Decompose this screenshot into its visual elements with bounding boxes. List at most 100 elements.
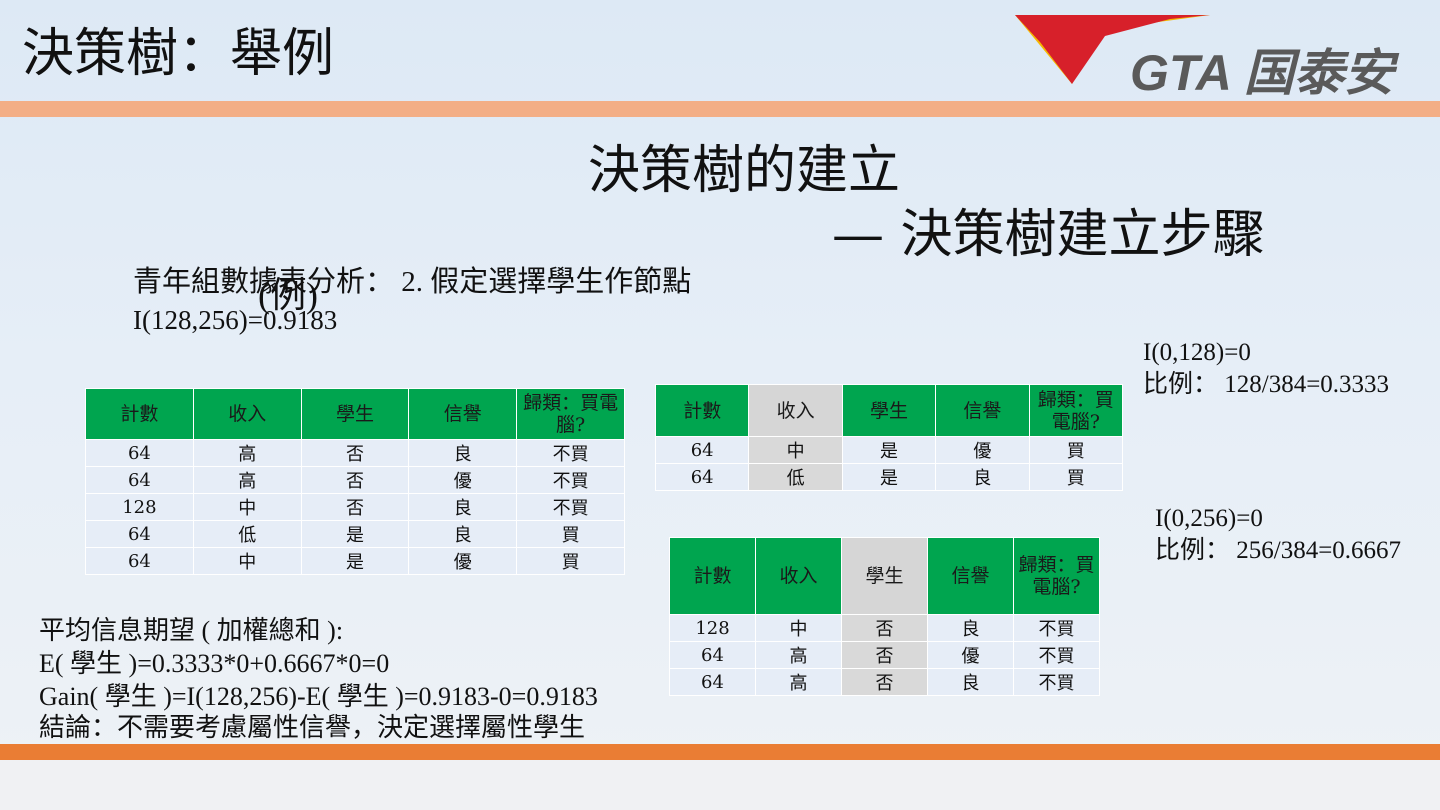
cell-count: 64 bbox=[669, 641, 756, 669]
table-header-row: 計數 收入 學生 信譽 歸類：買電腦? bbox=[669, 537, 1100, 615]
cell-credit: 優 bbox=[927, 641, 1014, 669]
header-credit: 信譽 bbox=[408, 388, 518, 440]
header-class: 歸類：買電腦? bbox=[1013, 537, 1100, 615]
cell-credit: 良 bbox=[408, 520, 518, 548]
cell-class: 買 bbox=[1028, 463, 1124, 491]
cell-student: 是 bbox=[300, 547, 410, 575]
cell-count: 64 bbox=[85, 520, 194, 548]
cell-class: 不買 bbox=[516, 493, 625, 521]
cell-class: 買 bbox=[516, 547, 625, 575]
cell-income: 高 bbox=[755, 641, 842, 669]
header-credit: 信譽 bbox=[927, 537, 1014, 615]
student-yes-table: 計數 收入 學生 信譽 歸類：買電腦? 64 中 是 優 買 64 低 是 良 … bbox=[654, 384, 1124, 491]
bottom-accent-band bbox=[0, 744, 1440, 760]
top-accent-band bbox=[0, 101, 1440, 117]
cell-class: 不買 bbox=[516, 466, 625, 494]
cell-credit: 優 bbox=[408, 466, 518, 494]
table-row: 64 高 否 優 不買 bbox=[669, 641, 1100, 669]
stat-ratio-yes: 比例： 128/384=0.3333 bbox=[1143, 371, 1390, 398]
conclusion-line-4: 結論：不需要考慮屬性信譽，決定選擇屬性學生 bbox=[39, 713, 586, 742]
table-row: 64 中 是 優 買 bbox=[654, 436, 1124, 464]
cell-count: 64 bbox=[654, 463, 750, 491]
cell-income: 高 bbox=[192, 466, 302, 494]
cell-student: 否 bbox=[841, 641, 928, 669]
cell-class: 不買 bbox=[1013, 614, 1100, 642]
table-row: 128 中 否 良 不買 bbox=[669, 614, 1100, 642]
cell-student: 否 bbox=[841, 668, 928, 696]
cell-class: 買 bbox=[516, 520, 625, 548]
cell-student: 否 bbox=[300, 439, 410, 467]
stat-entropy-yes: I(0,128)=0 bbox=[1143, 339, 1251, 366]
header-income: 收入 bbox=[748, 384, 843, 437]
slide-sub-title: — 決策樹建立步驟 bbox=[832, 205, 1265, 265]
header-count: 計數 bbox=[654, 384, 750, 437]
cell-credit: 良 bbox=[935, 463, 1030, 491]
table-header-row: 計數 收入 學生 信譽 歸類：買電腦? bbox=[654, 384, 1124, 437]
cell-income: 低 bbox=[748, 463, 843, 491]
cell-class: 不買 bbox=[1013, 668, 1100, 696]
conclusion-line-3: Gain( 學生 )=I(128,256)-E( 學生 )=0.9183-0=0… bbox=[39, 682, 598, 711]
cell-student: 是 bbox=[300, 520, 410, 548]
cell-income: 高 bbox=[192, 439, 302, 467]
header-income: 收入 bbox=[192, 388, 302, 440]
header-income: 收入 bbox=[755, 537, 842, 615]
cell-credit: 良 bbox=[927, 668, 1014, 696]
footer-strip bbox=[0, 760, 1440, 810]
stat-ratio-no: 比例： 256/384=0.6667 bbox=[1155, 537, 1402, 564]
conclusion-line-1: 平均信息期望 ( 加權總和 ): bbox=[39, 616, 344, 645]
table-row: 64 低 是 良 買 bbox=[85, 520, 625, 548]
cell-count: 128 bbox=[669, 614, 756, 642]
student-no-table: 計數 收入 學生 信譽 歸類：買電腦? 128 中 否 良 不買 64 高 否 … bbox=[669, 537, 1100, 696]
conclusion-line-2: E( 學生 )=0.3333*0+0.6667*0=0 bbox=[39, 649, 390, 678]
table-row: 128 中 否 良 不買 bbox=[85, 493, 625, 521]
cell-count: 64 bbox=[85, 466, 194, 494]
cell-count: 64 bbox=[654, 436, 750, 464]
cell-count: 64 bbox=[85, 439, 194, 467]
cell-student: 是 bbox=[841, 436, 937, 464]
table-row: 64 中 是 優 買 bbox=[85, 547, 625, 575]
cell-student: 否 bbox=[300, 466, 410, 494]
stat-entropy-no: I(0,256)=0 bbox=[1155, 505, 1263, 532]
example-label: (例) bbox=[258, 275, 318, 315]
cell-class: 不買 bbox=[1013, 641, 1100, 669]
youth-data-table: 計數 收入 學生 信譽 歸類：買電腦? 64 高 否 良 不買 64 高 否 優… bbox=[85, 388, 625, 575]
cell-class: 不買 bbox=[516, 439, 625, 467]
cell-class: 買 bbox=[1028, 436, 1124, 464]
cell-credit: 優 bbox=[408, 547, 518, 575]
cell-student: 否 bbox=[300, 493, 410, 521]
table-row: 64 高 否 良 不買 bbox=[669, 668, 1100, 696]
cell-income: 中 bbox=[748, 436, 843, 464]
cell-credit: 良 bbox=[408, 439, 518, 467]
cell-income: 高 bbox=[755, 668, 842, 696]
cell-income: 中 bbox=[192, 493, 302, 521]
cell-credit: 良 bbox=[927, 614, 1014, 642]
header-count: 計數 bbox=[85, 388, 194, 440]
table-row: 64 高 否 優 不買 bbox=[85, 466, 625, 494]
cell-income: 中 bbox=[755, 614, 842, 642]
slide-main-title: 決策樹的建立 bbox=[588, 141, 901, 201]
gta-logo: GTA 国泰安 bbox=[1015, 15, 1400, 100]
cell-count: 128 bbox=[85, 493, 194, 521]
cell-income: 低 bbox=[192, 520, 302, 548]
cell-student: 否 bbox=[841, 614, 928, 642]
cell-credit: 優 bbox=[935, 436, 1030, 464]
page-title: 決策樹：舉例 bbox=[22, 24, 335, 84]
header-credit: 信譽 bbox=[935, 384, 1030, 437]
cell-income: 中 bbox=[192, 547, 302, 575]
logo-red-swoosh bbox=[1015, 15, 1210, 84]
analysis-entropy: I(128,256)=0.9183 bbox=[133, 305, 338, 335]
cell-credit: 良 bbox=[408, 493, 518, 521]
cell-student: 是 bbox=[841, 463, 937, 491]
analysis-heading: 青年組數據表分析： 2. 假定選擇學生作節點 bbox=[133, 266, 692, 298]
header-student: 學生 bbox=[841, 537, 928, 615]
logo-text: GTA 国泰安 bbox=[1130, 45, 1400, 100]
header-class: 歸類：買電腦? bbox=[1028, 384, 1124, 437]
table-row: 64 高 否 良 不買 bbox=[85, 439, 625, 467]
header-student: 學生 bbox=[841, 384, 937, 437]
cell-count: 64 bbox=[669, 668, 756, 696]
table-row: 64 低 是 良 買 bbox=[654, 463, 1124, 491]
header-student: 學生 bbox=[300, 388, 410, 440]
table-header-row: 計數 收入 學生 信譽 歸類：買電腦? bbox=[85, 388, 625, 440]
header-count: 計數 bbox=[669, 537, 756, 615]
cell-count: 64 bbox=[85, 547, 194, 575]
